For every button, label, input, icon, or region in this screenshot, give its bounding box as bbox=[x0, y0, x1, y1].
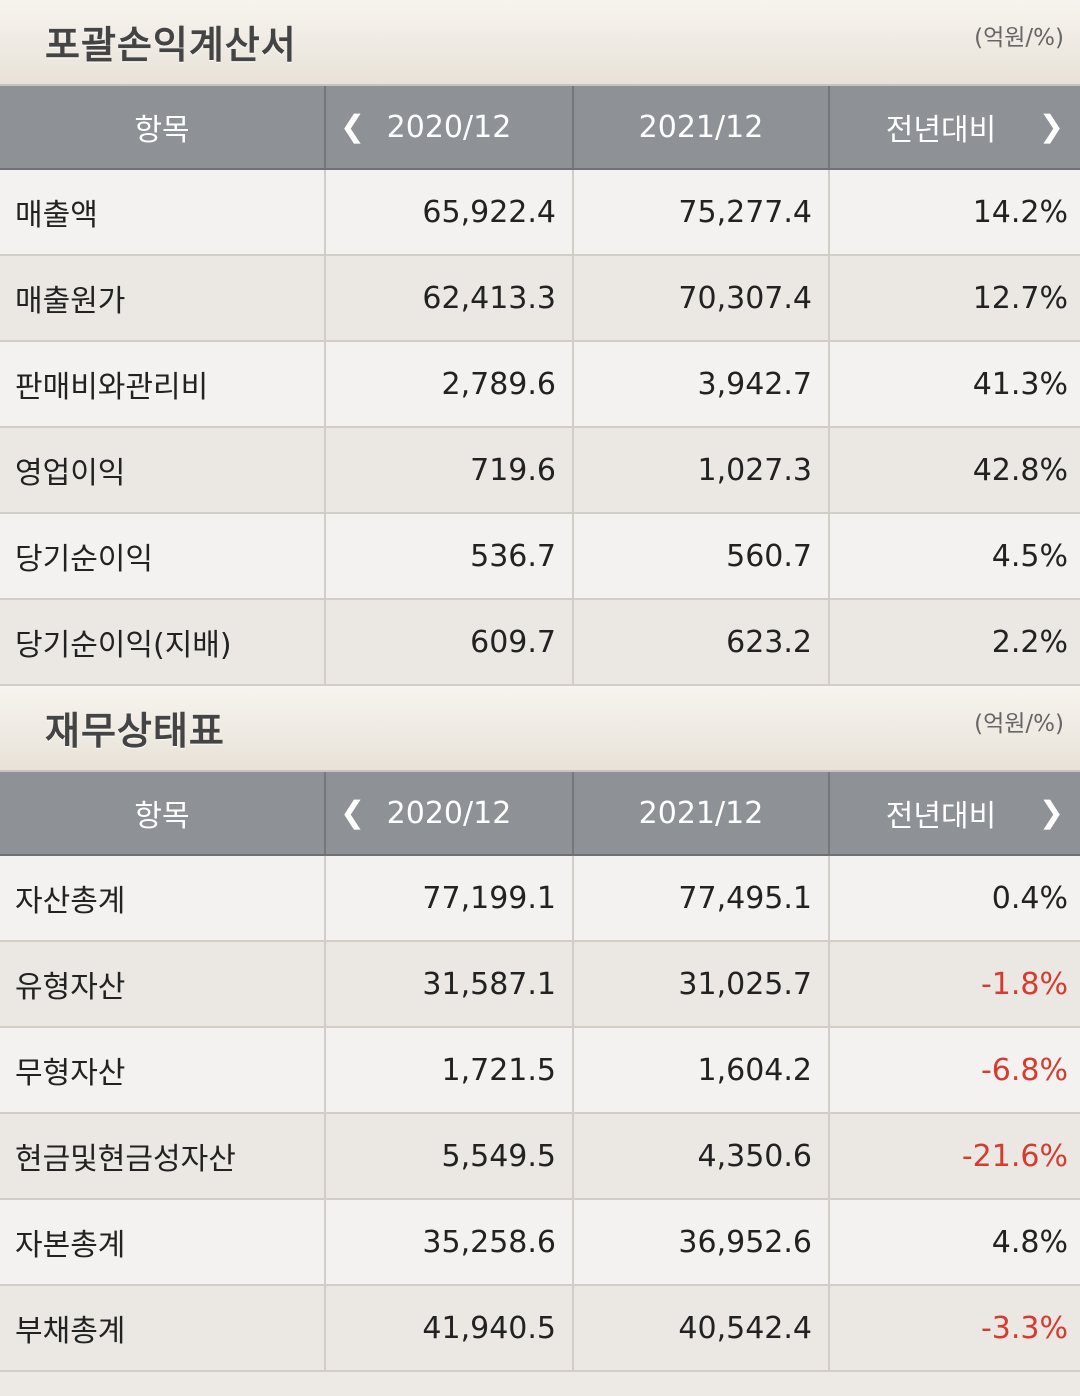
value-curr: 1,604.2 bbox=[574, 1028, 830, 1112]
row-label: 당기순이익 bbox=[0, 514, 326, 598]
column-header-item: 항목 bbox=[0, 772, 326, 854]
chevron-right-icon[interactable]: ❯ bbox=[1038, 795, 1064, 831]
table-row: 매출원가 62,413.3 70,307.4 12.7% bbox=[0, 256, 1080, 342]
row-label: 현금및현금성자산 bbox=[0, 1114, 326, 1198]
value-yoy: 4.8% bbox=[991, 1224, 1068, 1260]
income-table-body: 매출액 65,922.4 75,277.4 14.2% 매출원가 62,413.… bbox=[0, 170, 1080, 686]
column-header-prev: ❮ 2020/12 bbox=[326, 86, 574, 168]
column-header-label: 전년대비 bbox=[885, 799, 997, 834]
value-prev: 65,922.4 bbox=[326, 170, 574, 254]
value-yoy: 4.5% bbox=[991, 538, 1068, 574]
row-label: 부채총계 bbox=[0, 1286, 326, 1370]
column-header-label: 2021/12 bbox=[638, 795, 764, 831]
chevron-left-icon[interactable]: ❮ bbox=[340, 109, 366, 145]
value-yoy: -3.3% bbox=[980, 1310, 1068, 1346]
value-prev: 41,940.5 bbox=[326, 1286, 574, 1370]
table-row: 자본총계 35,258.6 36,952.6 4.8% bbox=[0, 1200, 1080, 1286]
table-row: 유형자산 31,587.1 31,025.7 -1.8% bbox=[0, 942, 1080, 1028]
value-yoy: 41.3% bbox=[972, 366, 1068, 402]
value-prev: 5,549.5 bbox=[326, 1114, 574, 1198]
value-prev: 62,413.3 bbox=[326, 256, 574, 340]
row-label: 매출액 bbox=[0, 170, 326, 254]
table-row: 부채총계 41,940.5 40,542.4 -3.3% bbox=[0, 1286, 1080, 1372]
value-yoy: 42.8% bbox=[972, 452, 1068, 488]
section-title: 재무상태표 bbox=[45, 709, 225, 753]
value-curr: 75,277.4 bbox=[574, 170, 830, 254]
table-row: 판매비와관리비 2,789.6 3,942.7 41.3% bbox=[0, 342, 1080, 428]
table-row: 현금및현금성자산 5,549.5 4,350.6 -21.6% bbox=[0, 1114, 1080, 1200]
balance-sheet-header: 재무상태표 (억원/%) bbox=[0, 686, 1080, 772]
value-prev: 536.7 bbox=[326, 514, 574, 598]
income-statement-header: 포괄손익계산서 (억원/%) bbox=[0, 0, 1080, 86]
value-yoy: -6.8% bbox=[980, 1052, 1068, 1088]
row-label: 영업이익 bbox=[0, 428, 326, 512]
table-row: 무형자산 1,721.5 1,604.2 -6.8% bbox=[0, 1028, 1080, 1114]
value-curr: 77,495.1 bbox=[574, 856, 830, 940]
value-prev: 35,258.6 bbox=[326, 1200, 574, 1284]
value-yoy: 12.7% bbox=[972, 280, 1068, 316]
value-yoy: 0.4% bbox=[991, 880, 1068, 916]
value-prev: 2,789.6 bbox=[326, 342, 574, 426]
table-row: 영업이익 719.6 1,027.3 42.8% bbox=[0, 428, 1080, 514]
value-prev: 719.6 bbox=[326, 428, 574, 512]
value-curr: 40,542.4 bbox=[574, 1286, 830, 1370]
row-label: 무형자산 bbox=[0, 1028, 326, 1112]
value-curr: 560.7 bbox=[574, 514, 830, 598]
column-header-yoy: 전년대비 ❯ bbox=[830, 772, 1080, 854]
table-row: 자산총계 77,199.1 77,495.1 0.4% bbox=[0, 856, 1080, 942]
value-curr: 1,027.3 bbox=[574, 428, 830, 512]
unit-label: (억원/%) bbox=[974, 25, 1064, 51]
section-title: 포괄손익계산서 bbox=[45, 23, 297, 67]
income-column-header: 항목 ❮ 2020/12 2021/12 전년대비 ❯ bbox=[0, 86, 1080, 170]
value-yoy: -21.6% bbox=[961, 1138, 1068, 1174]
column-header-label: 항목 bbox=[134, 799, 190, 834]
column-header-label: 항목 bbox=[134, 113, 190, 148]
table-row: 당기순이익 536.7 560.7 4.5% bbox=[0, 514, 1080, 600]
value-yoy: -1.8% bbox=[980, 966, 1068, 1002]
column-header-label: 전년대비 bbox=[885, 113, 997, 148]
row-label: 유형자산 bbox=[0, 942, 326, 1026]
row-label: 당기순이익(지배) bbox=[0, 600, 326, 684]
row-label: 판매비와관리비 bbox=[0, 342, 326, 426]
column-header-prev: ❮ 2020/12 bbox=[326, 772, 574, 854]
chevron-left-icon[interactable]: ❮ bbox=[340, 795, 366, 831]
value-prev: 31,587.1 bbox=[326, 942, 574, 1026]
unit-label: (억원/%) bbox=[974, 711, 1064, 737]
table-row: 당기순이익(지배) 609.7 623.2 2.2% bbox=[0, 600, 1080, 686]
value-yoy: 14.2% bbox=[972, 194, 1068, 230]
column-header-item: 항목 bbox=[0, 86, 326, 168]
row-label: 자본총계 bbox=[0, 1200, 326, 1284]
column-header-label: 2020/12 bbox=[386, 109, 512, 145]
balance-column-header: 항목 ❮ 2020/12 2021/12 전년대비 ❯ bbox=[0, 772, 1080, 856]
value-prev: 1,721.5 bbox=[326, 1028, 574, 1112]
column-header-label: 2020/12 bbox=[386, 795, 512, 831]
value-yoy: 2.2% bbox=[991, 624, 1068, 660]
chevron-right-icon[interactable]: ❯ bbox=[1038, 109, 1064, 145]
row-label: 매출원가 bbox=[0, 256, 326, 340]
value-curr: 3,942.7 bbox=[574, 342, 830, 426]
value-curr: 31,025.7 bbox=[574, 942, 830, 1026]
value-prev: 609.7 bbox=[326, 600, 574, 684]
column-header-curr: 2021/12 bbox=[574, 86, 830, 168]
value-curr: 70,307.4 bbox=[574, 256, 830, 340]
value-curr: 623.2 bbox=[574, 600, 830, 684]
column-header-label: 2021/12 bbox=[638, 109, 764, 145]
value-curr: 4,350.6 bbox=[574, 1114, 830, 1198]
column-header-yoy: 전년대비 ❯ bbox=[830, 86, 1080, 168]
table-row: 매출액 65,922.4 75,277.4 14.2% bbox=[0, 170, 1080, 256]
row-label: 자산총계 bbox=[0, 856, 326, 940]
value-curr: 36,952.6 bbox=[574, 1200, 830, 1284]
column-header-curr: 2021/12 bbox=[574, 772, 830, 854]
value-prev: 77,199.1 bbox=[326, 856, 574, 940]
balance-table-body: 자산총계 77,199.1 77,495.1 0.4% 유형자산 31,587.… bbox=[0, 856, 1080, 1372]
